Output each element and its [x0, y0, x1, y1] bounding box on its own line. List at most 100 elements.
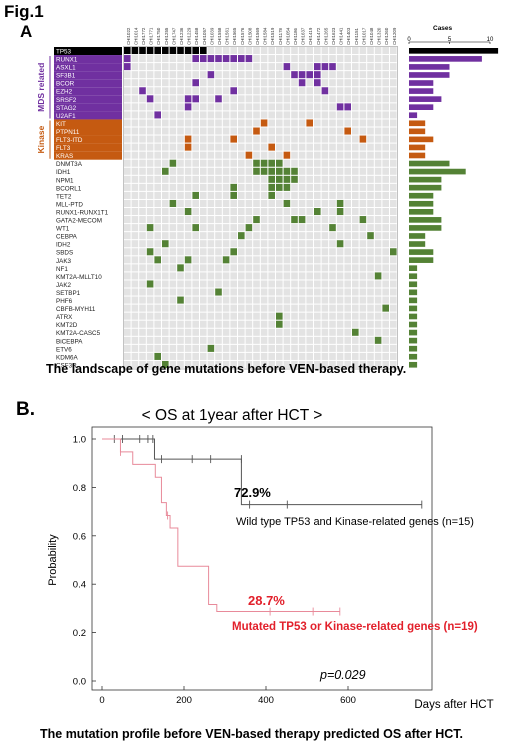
- empty-cell: [146, 63, 154, 71]
- empty-cell: [374, 352, 382, 360]
- empty-cell: [382, 280, 389, 288]
- mutation-cell: [291, 175, 298, 183]
- empty-cell: [367, 159, 374, 167]
- cases-bar: [409, 313, 418, 320]
- mutation-cell: [184, 47, 192, 55]
- empty-cell: [314, 95, 321, 103]
- empty-cell: [230, 47, 237, 55]
- empty-cell: [352, 312, 359, 320]
- empty-cell: [131, 264, 139, 272]
- empty-cell: [291, 95, 298, 103]
- empty-cell: [382, 111, 389, 119]
- empty-cell: [367, 224, 374, 232]
- empty-cell: [306, 360, 313, 368]
- empty-cell: [184, 312, 192, 320]
- empty-cell: [131, 55, 139, 63]
- empty-cell: [238, 191, 245, 199]
- empty-cell: [367, 119, 374, 127]
- empty-cell: [336, 224, 344, 232]
- empty-cell: [321, 151, 329, 159]
- mutation-cell: [184, 143, 192, 151]
- empty-cell: [184, 280, 192, 288]
- empty-cell: [344, 296, 351, 304]
- empty-cell: [268, 256, 275, 264]
- empty-cell: [131, 280, 139, 288]
- empty-cell: [329, 151, 336, 159]
- empty-cell: [367, 256, 374, 264]
- empty-cell: [184, 304, 192, 312]
- empty-cell: [374, 199, 382, 207]
- mutation-cell: [314, 71, 321, 79]
- empty-cell: [352, 352, 359, 360]
- mutation-cell: [177, 264, 184, 272]
- empty-cell: [207, 63, 215, 71]
- empty-cell: [352, 296, 359, 304]
- empty-cell: [162, 312, 169, 320]
- empty-cell: [321, 159, 329, 167]
- empty-cell: [192, 232, 199, 240]
- empty-cell: [245, 304, 253, 312]
- mutation-cell: [276, 167, 283, 175]
- cases-bar: [409, 353, 418, 360]
- mutation-cell: [154, 47, 161, 55]
- empty-cell: [344, 71, 351, 79]
- empty-cell: [245, 352, 253, 360]
- empty-cell: [131, 320, 139, 328]
- gene-label: NF1: [56, 266, 68, 273]
- empty-cell: [131, 143, 139, 151]
- empty-cell: [382, 71, 389, 79]
- empty-cell: [314, 256, 321, 264]
- empty-cell: [245, 312, 253, 320]
- empty-cell: [162, 352, 169, 360]
- empty-cell: [146, 199, 154, 207]
- mutation-cell: [336, 240, 344, 248]
- mutation-cell: [283, 183, 291, 191]
- empty-cell: [169, 183, 177, 191]
- empty-cell: [184, 288, 192, 296]
- empty-cell: [359, 360, 367, 368]
- empty-cell: [298, 320, 306, 328]
- empty-cell: [169, 248, 177, 256]
- empty-cell: [314, 47, 321, 55]
- empty-cell: [260, 191, 268, 199]
- empty-cell: [276, 135, 283, 143]
- empty-cell: [344, 175, 351, 183]
- empty-cell: [344, 111, 351, 119]
- mutation-cell: [192, 47, 199, 55]
- empty-cell: [207, 79, 215, 87]
- empty-cell: [215, 135, 222, 143]
- empty-cell: [253, 288, 260, 296]
- empty-cell: [207, 240, 215, 248]
- empty-cell: [238, 344, 245, 352]
- empty-cell: [291, 264, 298, 272]
- empty-cell: [230, 103, 237, 111]
- empty-cell: [260, 256, 268, 264]
- empty-cell: [321, 127, 329, 135]
- gene-label-fill: [54, 119, 122, 128]
- empty-cell: [154, 264, 161, 272]
- gene-label: SRSF2: [56, 97, 77, 104]
- mutation-cell: [154, 111, 161, 119]
- empty-cell: [382, 127, 389, 135]
- empty-cell: [329, 320, 336, 328]
- empty-cell: [177, 304, 184, 312]
- empty-cell: [253, 344, 260, 352]
- empty-cell: [253, 232, 260, 240]
- patient-id-label: CHI1576: [240, 27, 245, 45]
- cases-bar: [409, 273, 418, 280]
- empty-cell: [131, 199, 139, 207]
- cases-bar: [409, 265, 418, 271]
- empty-cell: [169, 119, 177, 127]
- mutation-cell: [146, 224, 154, 232]
- empty-cell: [124, 360, 131, 368]
- empty-cell: [390, 135, 397, 143]
- empty-cell: [154, 95, 161, 103]
- empty-cell: [154, 167, 161, 175]
- patient-id-label: CHI1623: [331, 27, 336, 45]
- empty-cell: [374, 288, 382, 296]
- gene-label: TP53: [56, 48, 72, 55]
- empty-cell: [336, 119, 344, 127]
- empty-cell: [169, 272, 177, 280]
- mutation-cell: [184, 208, 192, 216]
- empty-cell: [192, 175, 199, 183]
